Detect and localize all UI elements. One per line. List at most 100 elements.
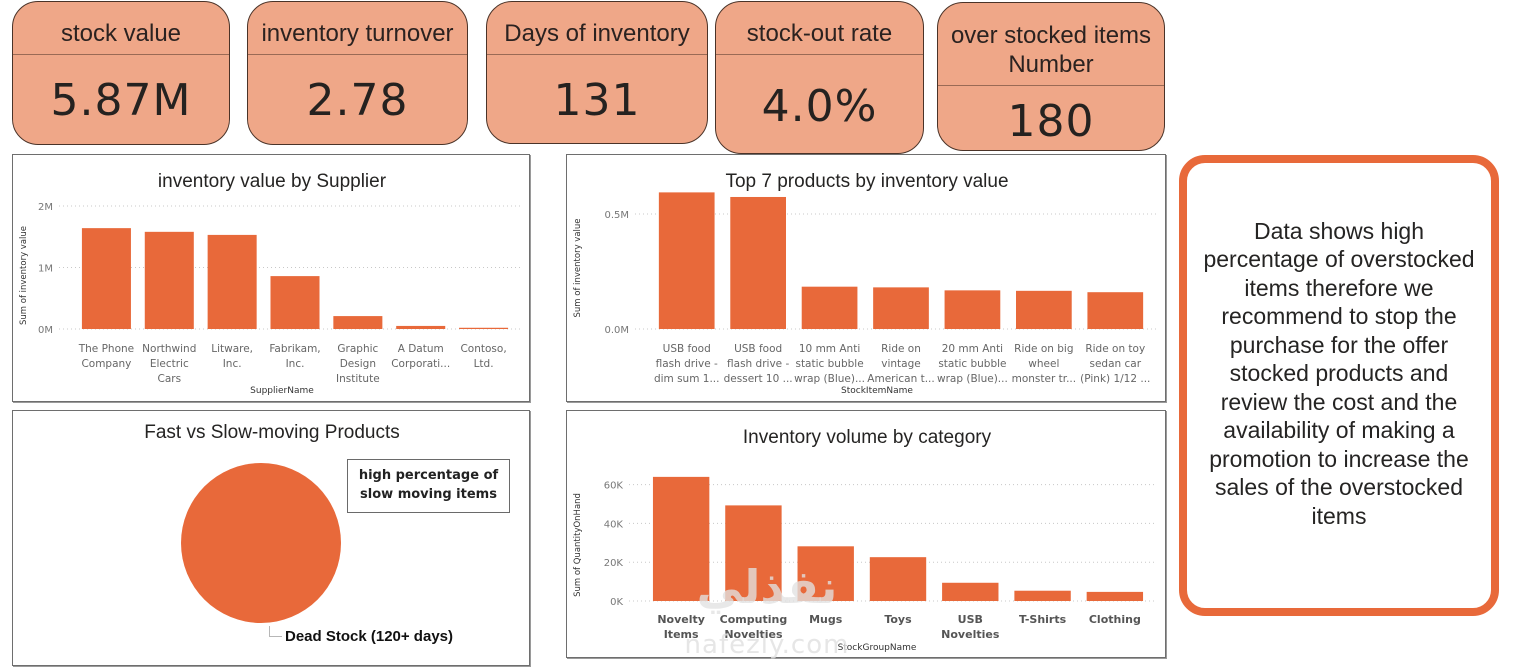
kpi-title: stock-out rate [716, 2, 923, 55]
y-axis-label: Sum of inventory value [573, 218, 583, 317]
bar [270, 276, 320, 329]
pie-slice [181, 463, 341, 623]
bar [730, 196, 786, 329]
kpi-card-overstocked-items: over stocked items Number 180 [937, 2, 1165, 151]
kpi-title: over stocked items Number [938, 3, 1164, 86]
x-tick-label: Contoso, [460, 343, 506, 355]
x-tick-label: Corporati... [391, 358, 450, 370]
bar [207, 234, 257, 329]
x-tick-label: wrap (Blue)... [794, 373, 865, 385]
kpi-value: 5.87M [50, 75, 192, 126]
y-axis-label: Sum of QuantityOnHand [573, 493, 583, 597]
x-axis-label: SupplierName [250, 386, 314, 396]
bar [658, 192, 715, 329]
pie-annotation-box: high percentage of slow moving items [347, 459, 510, 513]
bar [333, 316, 383, 329]
bar [725, 505, 782, 601]
y-tick-label: 40K [604, 519, 624, 530]
x-tick-label: American t... [867, 373, 934, 385]
y-tick-label: 0.0M [604, 325, 629, 336]
y-tick-label: 0M [38, 325, 53, 336]
y-tick-label: 20K [604, 558, 624, 569]
x-tick-label: Graphic [337, 343, 378, 355]
bar [797, 546, 854, 601]
pie-leader-line [269, 626, 282, 637]
x-tick-label: static bubble [938, 358, 1006, 370]
x-tick-label: Northwind [142, 343, 196, 355]
x-tick-label: Novelties [941, 628, 1000, 641]
chart-fast-vs-slow[interactable]: Fast vs Slow-moving Products [12, 410, 530, 666]
x-tick-label: Fabrikam, [269, 343, 320, 355]
y-tick-label: 0.5M [604, 210, 629, 221]
x-tick-label: dim sum 1... [654, 373, 720, 385]
x-tick-label: monster tr... [1012, 373, 1077, 385]
x-tick-label: The Phone [78, 343, 134, 355]
kpi-card-days-of-inventory: Days of inventory 131 [486, 1, 708, 144]
x-tick-label: Design [340, 358, 376, 370]
bar [1086, 591, 1144, 601]
bar [396, 325, 446, 329]
bar [1014, 590, 1071, 601]
chart-inventory-volume-by-category[interactable]: Inventory volume by category 0K 20K 40K 60K S… [566, 410, 1166, 658]
bar [869, 557, 927, 601]
bar [652, 476, 710, 601]
x-tick-label: Mugs [809, 613, 843, 626]
x-tick-label: Inc. [223, 358, 242, 370]
x-tick-label: USB food [663, 343, 711, 355]
x-tick-label: Ride on big [1014, 343, 1073, 355]
recommendation-text: Data shows high percentage of overstocke… [1203, 217, 1475, 529]
kpi-value: 180 [1007, 96, 1095, 147]
x-tick-label: Clothing [1089, 613, 1141, 626]
x-tick-label: Ride on [881, 343, 921, 355]
chart-title: Fast vs Slow-moving Products [144, 422, 400, 443]
x-axis-label: StockItemName [841, 386, 913, 396]
x-tick-label: Cars [158, 373, 182, 385]
x-tick-label: T-Shirts [1019, 613, 1067, 626]
x-tick-label: sedan car [1090, 358, 1142, 370]
x-tick-label: wrap (Blue)... [937, 373, 1008, 385]
y-axis-label: Sum of inventory value [19, 226, 29, 325]
x-tick-label: Items [664, 628, 699, 641]
x-tick-label: wheel [1028, 358, 1059, 370]
x-tick-label: Ltd. [474, 358, 494, 370]
x-tick-label: flash drive - [656, 358, 718, 370]
x-tick-label: Ride on toy [1085, 343, 1145, 355]
x-tick-label: Novelties [724, 628, 783, 641]
x-tick-label: 20 mm Anti [942, 343, 1003, 355]
x-tick-label: Computing [720, 613, 788, 626]
chart-top7-products[interactable]: Top 7 products by inventory value 0.0M 0.5… [566, 154, 1166, 402]
x-tick-label: dessert 10 ... [724, 373, 793, 385]
x-tick-label: Inc. [286, 358, 305, 370]
kpi-value: 4.0% [761, 81, 878, 132]
bar [873, 287, 929, 329]
x-tick-label: USB food [734, 343, 782, 355]
chart-title: Top 7 products by inventory value [725, 171, 1008, 192]
kpi-value: 2.78 [306, 75, 409, 126]
y-tick-label: 60K [604, 481, 624, 492]
x-tick-label: Company [81, 358, 131, 370]
x-tick-label: Electric [150, 358, 189, 370]
bar [459, 327, 509, 329]
chart-title: Inventory volume by category [743, 427, 992, 448]
x-tick-label: Novelty [657, 613, 705, 626]
chart-inventory-value-by-supplier[interactable]: inventory value by Supplier 0M 1M 2M Sum of … [12, 154, 530, 402]
kpi-card-stock-value: stock value 5.87M [12, 1, 230, 145]
kpi-title: inventory turnover [248, 2, 467, 55]
y-tick-label: 2M [38, 202, 53, 213]
chart-svg: Fast vs Slow-moving Products [144, 422, 400, 623]
x-tick-label: (Pink) 1/12 ... [1080, 373, 1150, 385]
bar [1087, 292, 1144, 329]
x-tick-label: vintage [881, 358, 920, 370]
bar [81, 228, 131, 329]
chart-svg: inventory value by Supplier 0M 1M 2M Sum of … [19, 171, 521, 396]
kpi-value: 131 [553, 75, 641, 126]
y-tick-label: 1M [38, 264, 53, 275]
chart-svg: Top 7 products by inventory value 0.0M 0.5… [573, 171, 1157, 396]
x-tick-label: static bubble [795, 358, 863, 370]
x-tick-label: USB [958, 613, 983, 626]
x-tick-label: flash drive - [727, 358, 789, 370]
y-tick-label: 0K [610, 597, 623, 608]
bar [801, 286, 858, 329]
bar [944, 290, 1001, 329]
x-tick-label: Institute [336, 373, 380, 385]
